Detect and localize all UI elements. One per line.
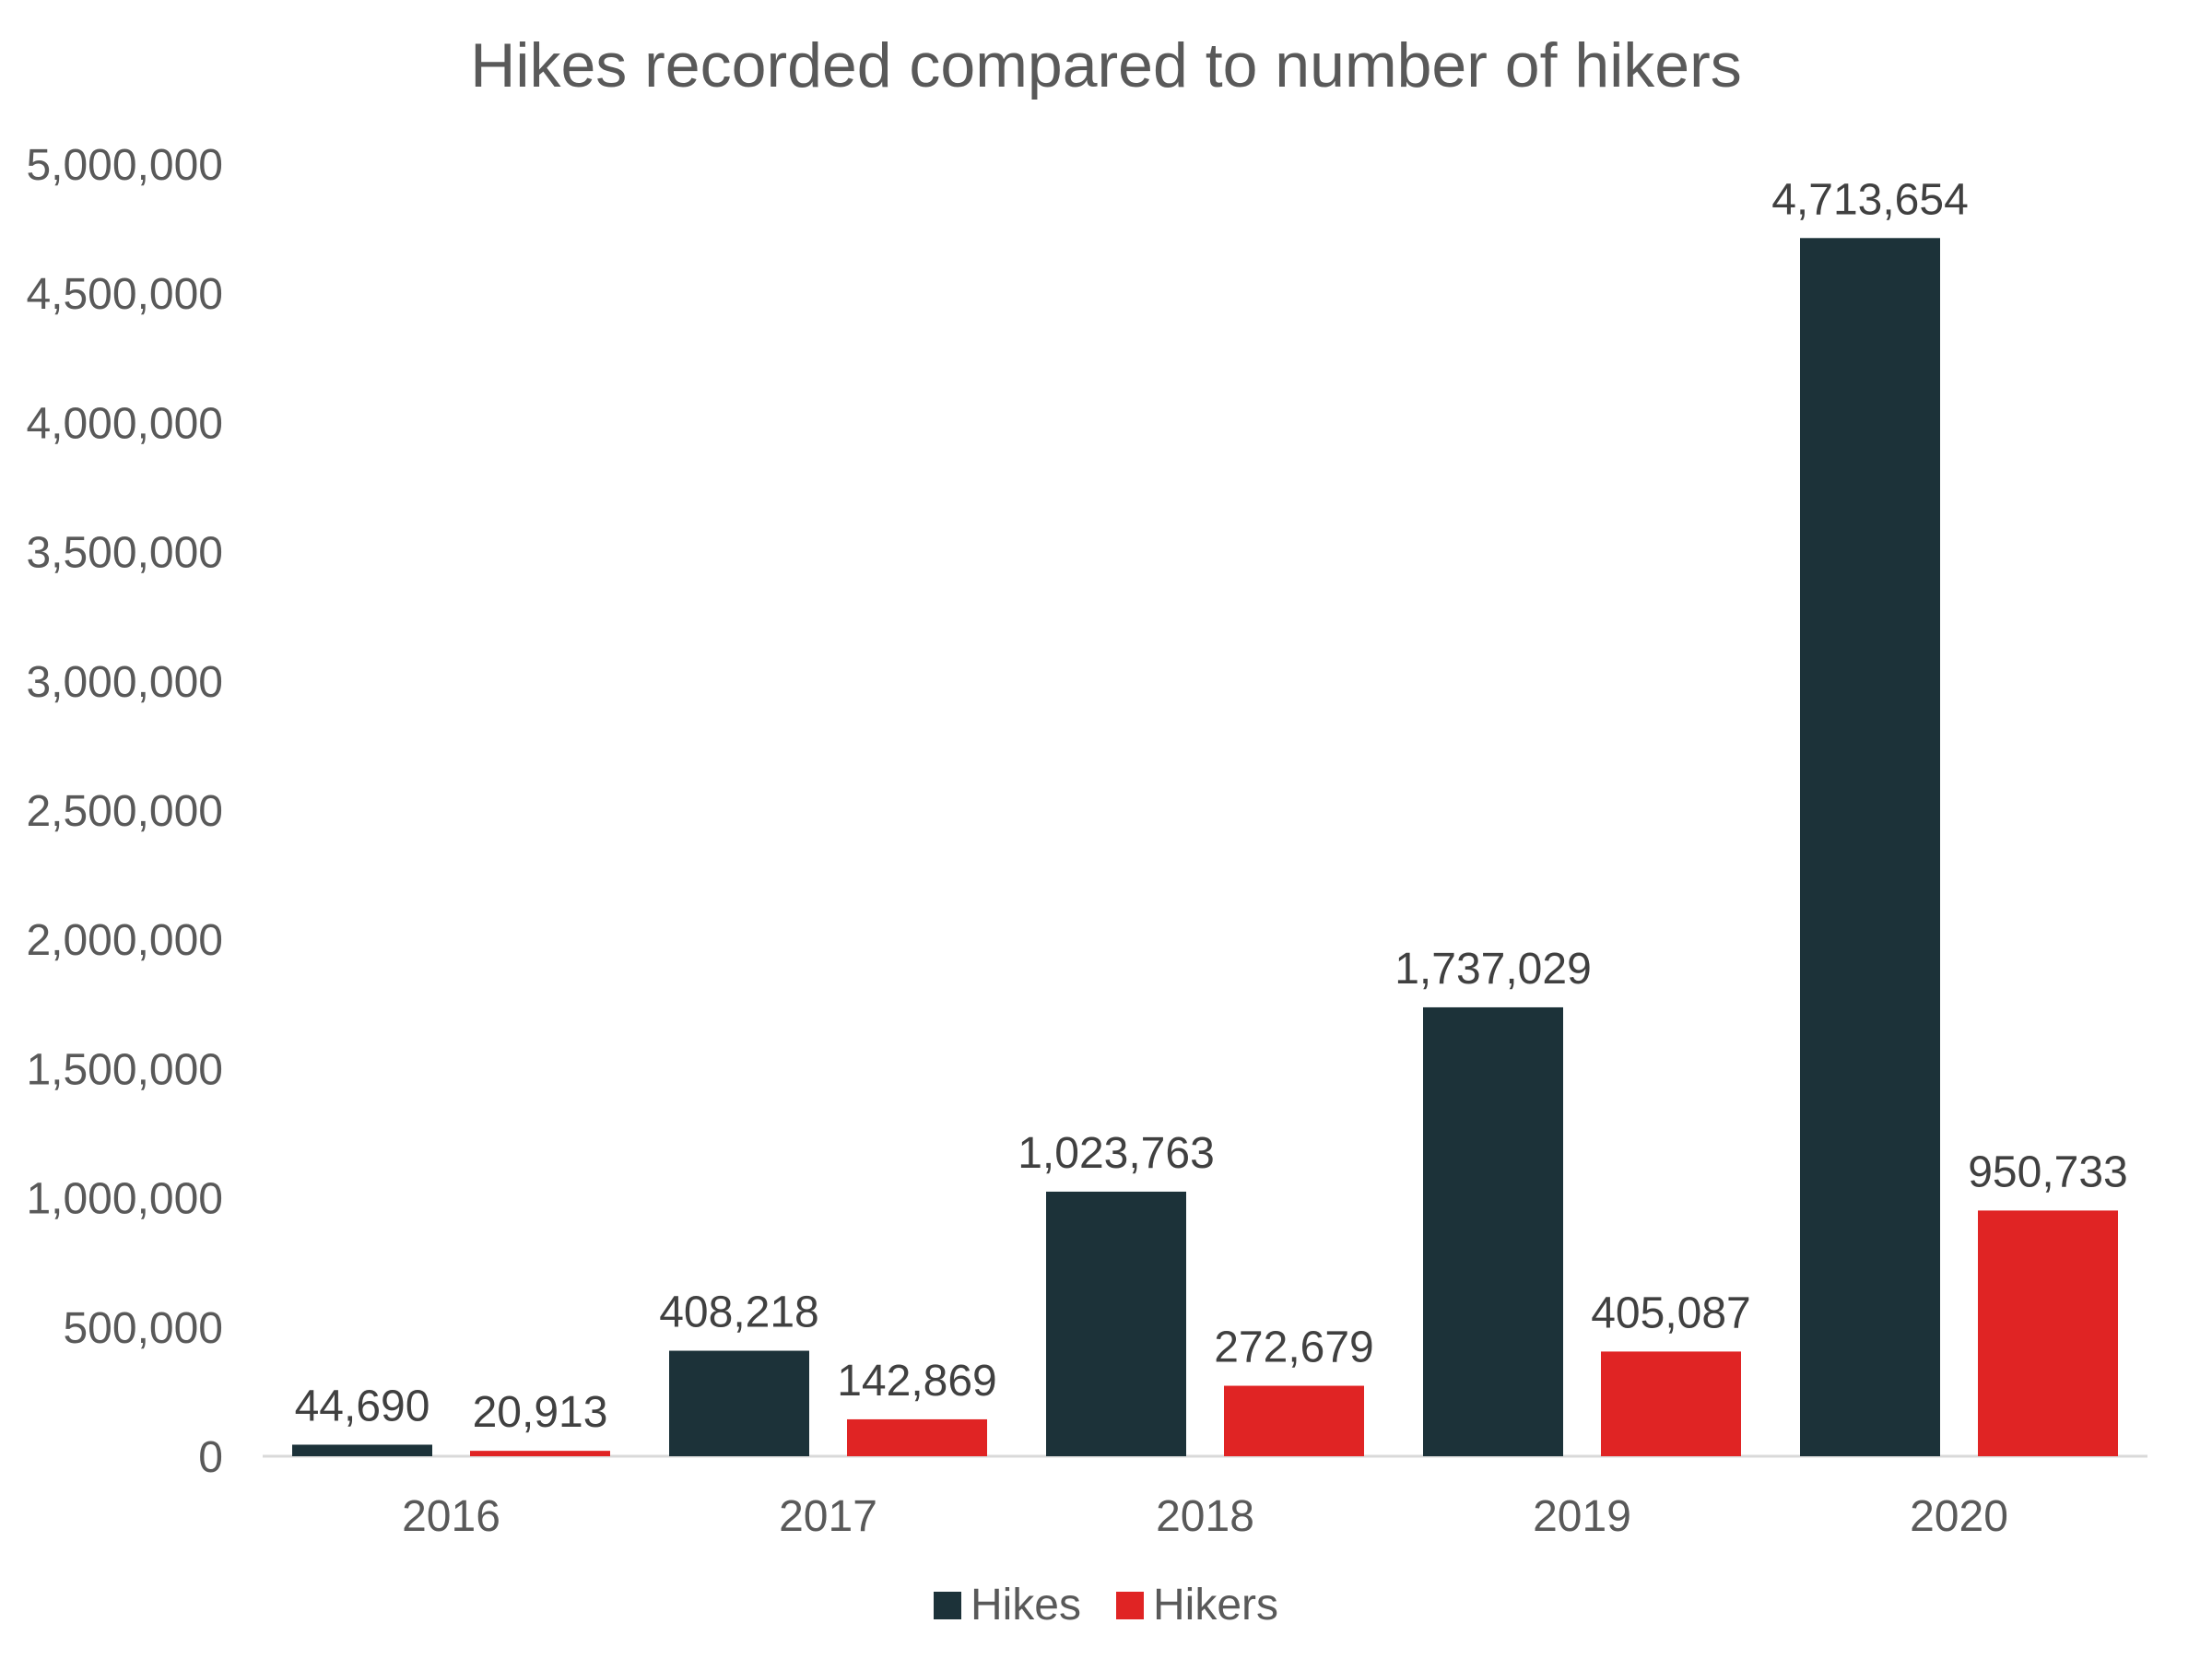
data-label: 44,690 [295,1382,430,1430]
data-label: 20,913 [473,1388,608,1437]
x-tick-label: 2018 [1156,1492,1254,1541]
data-label: 1,023,763 [1018,1129,1215,1178]
bar-hikers-2016 [470,1451,610,1456]
bar-hikers-2020 [1978,1210,2118,1456]
data-label: 405,087 [1591,1288,1751,1337]
y-tick-label: 0 [198,1433,223,1482]
bar-hikes-2017 [669,1350,809,1456]
x-tick-label: 2020 [1910,1492,2008,1541]
legend-swatch-hikers [1116,1591,1144,1619]
data-label: 142,869 [837,1357,997,1406]
chart-legend: Hikes Hikers [0,1580,2212,1630]
y-tick-label: 500,000 [63,1304,223,1353]
y-tick-label: 4,000,000 [26,399,223,448]
y-tick-label: 1,500,000 [26,1045,223,1094]
legend-label-hikers: Hikers [1153,1581,1279,1630]
legend-swatch-hikes [933,1591,961,1619]
legend-label-hikes: Hikes [970,1581,1081,1630]
data-label: 1,737,029 [1394,945,1592,994]
data-label: 408,218 [659,1288,819,1337]
x-tick-label: 2017 [779,1492,877,1541]
legend-item-hikes: Hikes [933,1580,1081,1630]
y-tick-label: 4,500,000 [26,270,223,319]
data-label: 950,733 [1968,1147,2128,1196]
bar-hikes-2020 [1800,238,1940,1457]
legend-item-hikers: Hikers [1116,1580,1278,1630]
bar-hikers-2019 [1601,1351,1741,1456]
bar-hikes-2019 [1423,1006,1563,1456]
y-tick-label: 2,000,000 [26,916,223,965]
bar-hikes-2018 [1046,1191,1186,1456]
x-tick-label: 2019 [1533,1492,1631,1541]
y-tick-label: 1,000,000 [26,1175,223,1224]
y-tick-label: 3,000,000 [26,658,223,707]
bar-hikers-2017 [847,1418,987,1456]
x-tick-label: 2016 [402,1492,500,1541]
bar-hikes-2016 [292,1444,432,1456]
bar-hikers-2018 [1224,1385,1364,1456]
y-tick-label: 2,500,000 [26,787,223,836]
y-tick-label: 5,000,000 [26,141,223,190]
data-label: 272,679 [1214,1324,1374,1372]
data-label: 4,713,654 [1771,175,1969,224]
chart-title: Hikes recorded compared to number of hik… [470,30,1742,100]
y-tick-label: 3,500,000 [26,529,223,578]
